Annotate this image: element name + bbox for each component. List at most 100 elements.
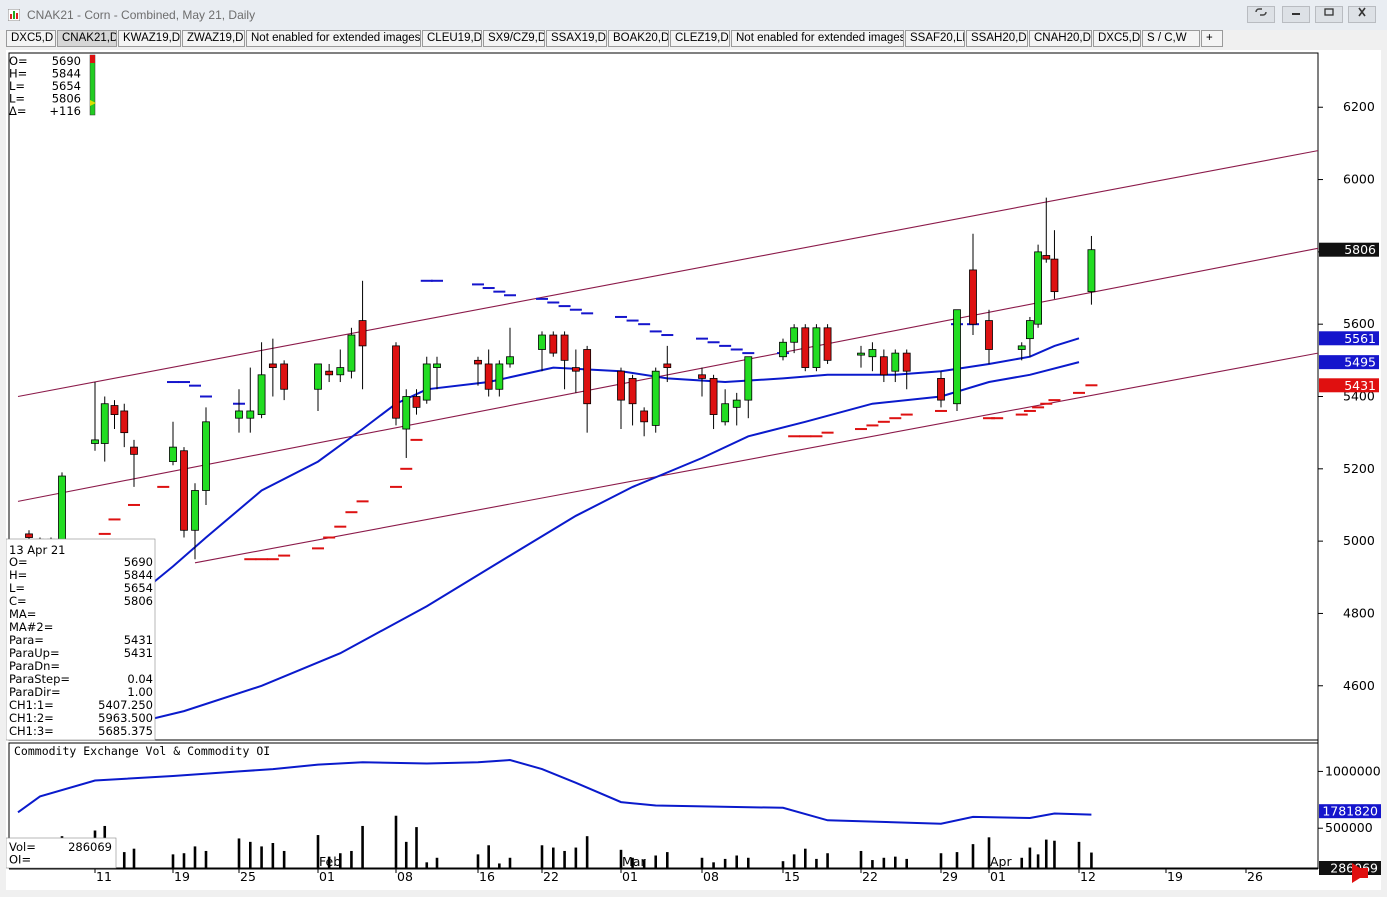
price-tag-label: 5431 [1344, 378, 1376, 393]
y-tick-label: 6200 [1343, 99, 1375, 114]
candle-body [1050, 258, 1059, 293]
ohlc-label: O= [9, 54, 28, 68]
volume-y-tick-label: 1000000 [1325, 763, 1381, 778]
channel-line-1 [17, 247, 1318, 502]
candle-body [902, 352, 911, 372]
volume-plot-area [16, 758, 1093, 868]
month-label: Feb [319, 854, 341, 869]
data-window-label: O= [9, 555, 28, 569]
volume-info-label: Vol= [9, 840, 36, 854]
candle-body [571, 367, 580, 372]
tab-0[interactable]: DXC5,D [6, 30, 56, 47]
volume-info-value: 286069 [68, 840, 112, 854]
ohlc-value: 5654 [52, 79, 81, 93]
ohlc-value: 5806 [52, 92, 81, 106]
chart-window: 4600480050005200540056005800600062005806… [5, 50, 1381, 890]
scroll-left-arrow-icon[interactable] [1352, 863, 1368, 883]
ohlc-value: 5844 [52, 67, 81, 81]
candle-body [474, 359, 482, 365]
candle-body [336, 367, 345, 376]
window-title: CNAK21 - Corn - Combined, May 21, Daily [27, 8, 256, 22]
volume-info-box [5, 837, 117, 869]
tab-9[interactable]: CLEZ19,D [670, 30, 730, 47]
close-icon[interactable] [1348, 6, 1376, 23]
candle-body [744, 356, 753, 401]
tab-1[interactable]: CNAK21,D [57, 30, 117, 47]
y-tick-label: 4600 [1343, 678, 1375, 693]
candle-body [1026, 320, 1034, 340]
ohlc-label: H= [9, 67, 27, 81]
candle-body [120, 410, 129, 434]
candle-body [257, 374, 266, 415]
data-window-label: H= [9, 568, 27, 582]
ohlc-label: L= [9, 92, 25, 106]
chart-app-icon [8, 9, 20, 21]
candle-body [560, 334, 569, 361]
candle-body [698, 374, 706, 379]
x-tick-label: 15 [784, 869, 800, 884]
tab-10[interactable]: Not enabled for extended images! [731, 30, 904, 47]
y-tick-label: 6000 [1343, 172, 1375, 187]
data-window-label: ParaStep= [9, 672, 70, 686]
data-window-label: MA#2= [9, 620, 53, 634]
candle-body [91, 439, 99, 444]
channel-line-2 [194, 352, 1318, 564]
tab-2[interactable]: KWAZ19,D [118, 30, 181, 47]
data-window-label: MA= [9, 607, 36, 621]
data-window-value: 5690 [124, 555, 153, 569]
candle-body [191, 490, 199, 531]
moving-average-2 [124, 361, 1080, 727]
candle-body [1034, 251, 1042, 325]
candle-body [422, 363, 431, 401]
tab-3[interactable]: ZWAZ19,D [182, 30, 245, 47]
data-window-value: 5806 [124, 594, 153, 608]
x-tick-label: 26 [1247, 869, 1263, 884]
price-tag-label: 5495 [1344, 355, 1376, 370]
candle-body [651, 370, 660, 426]
tab-14[interactable]: DXC5,D [1093, 30, 1141, 47]
x-tick-label: 25 [240, 869, 256, 884]
restore-icon[interactable] [1315, 6, 1343, 23]
candle-body [879, 356, 888, 376]
price-chart[interactable]: 4600480050005200540056005800600062005806… [5, 50, 1381, 890]
x-tick-label: 19 [174, 869, 190, 884]
data-window-label: L= [9, 581, 25, 595]
candle-body [891, 352, 900, 372]
candle-body [392, 345, 400, 419]
x-tick-label: 22 [862, 869, 878, 884]
tab-12[interactable]: SSAH20,D [966, 30, 1028, 47]
tab-16[interactable]: + [1201, 30, 1223, 47]
tab-7[interactable]: SSAX19,D [546, 30, 607, 47]
candle-body [538, 334, 546, 350]
candle-body [779, 341, 787, 358]
ohlc-label: Δ= [9, 104, 27, 118]
data-window-value: 1.00 [127, 685, 153, 699]
tab-5[interactable]: CLEU19,D [422, 30, 482, 47]
tab-8[interactable]: BOAK20,D [608, 30, 669, 47]
price-tag-label: 5806 [1344, 242, 1376, 257]
tab-6[interactable]: SX9/CZ9,D [483, 30, 545, 47]
candle-body [583, 349, 592, 405]
minimize-icon[interactable] [1282, 6, 1310, 23]
data-window-value: 0.04 [127, 672, 153, 686]
volume-tag-label: 1781820 [1322, 804, 1378, 819]
data-window-label: C= [9, 594, 27, 608]
link-icon[interactable] [1247, 6, 1275, 23]
candle-body [358, 320, 367, 347]
tab-15[interactable]: S / C,W [1142, 30, 1200, 47]
candle-body [868, 349, 877, 358]
ohlc-range-bar [89, 54, 96, 116]
volume-y-tick-label: 500000 [1325, 820, 1373, 835]
candle-body [953, 309, 961, 405]
candle-body [1017, 345, 1026, 350]
tab-13[interactable]: CNAH20,D [1029, 30, 1092, 47]
tab-4[interactable]: Not enabled for extended images! [246, 30, 421, 47]
data-window-value: 5407.250 [98, 698, 153, 712]
candle-body [25, 533, 33, 538]
x-tick-label: 12 [1080, 869, 1096, 884]
data-window-value: 5844 [124, 568, 153, 582]
tab-11[interactable]: SSAF20,LD [905, 30, 965, 47]
y-tick-label: 5000 [1343, 533, 1375, 548]
candle-body [823, 327, 832, 361]
candle-body [1042, 255, 1051, 260]
